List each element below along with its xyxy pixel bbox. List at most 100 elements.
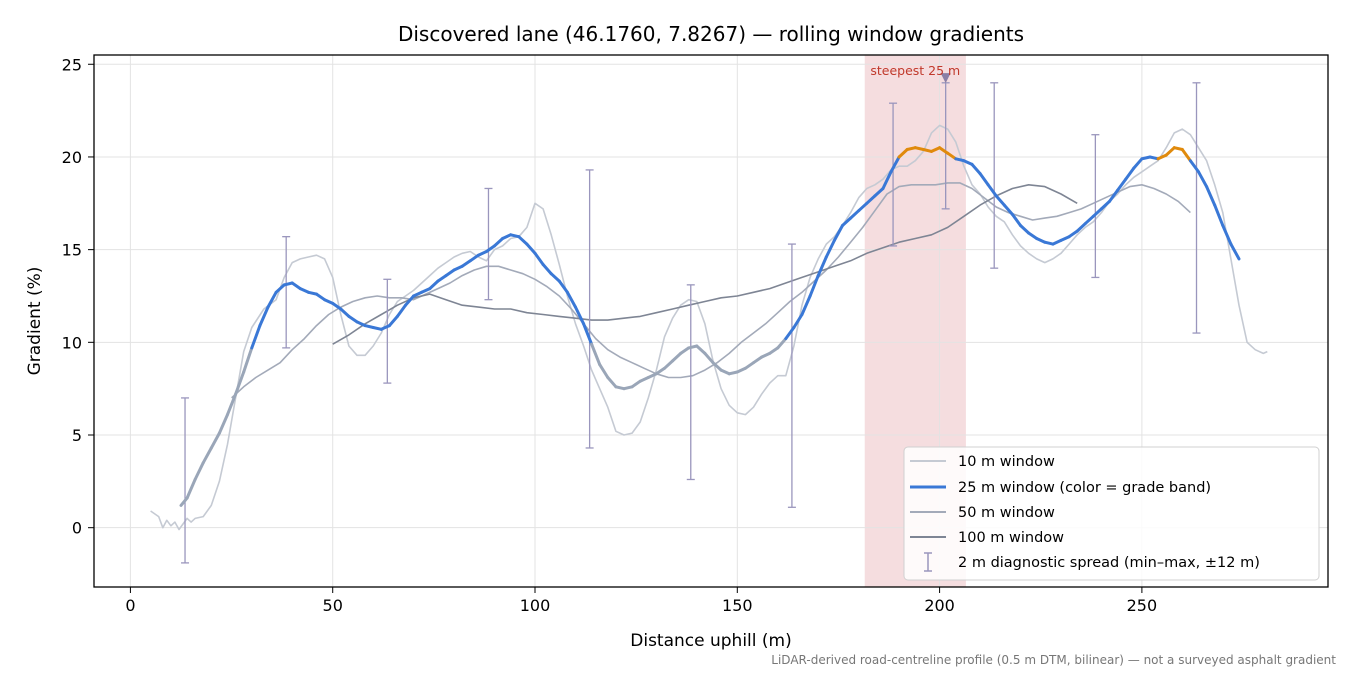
x-tick-label: 250 [1127,596,1158,615]
series-25m-window-segment [485,244,496,253]
y-tick-label: 15 [62,241,82,260]
legend-box [903,446,1320,581]
series-25m-window-segment [1124,166,1136,181]
series-25m-window-segment [994,194,1006,207]
series-25m-window-segment [436,274,448,283]
series-25m-window-segment [582,322,594,346]
series-25m-window-segment [978,172,990,187]
series-25m-window-segment [768,346,780,355]
series-25m-window-segment [1221,224,1233,246]
series-25m-window-segment [201,446,213,465]
series-25m-window-segment [857,201,869,213]
x-tick-label: 0 [125,596,135,615]
errorbar [383,278,392,384]
series-10m-window [150,124,1268,531]
series-25m-window-segment [881,170,893,190]
legend-label-errorbar: 2 m diagnostic spread (min–max, ±12 m) [958,555,1260,571]
series-25m-window-segment [1188,159,1200,174]
series-25m-window-segment [679,346,691,355]
series-25m-window-segment [1083,214,1095,226]
series-25m-window-segment [541,263,553,276]
series-25m-window-segment [387,314,399,328]
legend-label-w100: 100 m window [958,530,1064,546]
series-25m-window-segment [832,224,844,242]
series-25m-window-segment [290,281,302,291]
series-25m-window-segment [1132,157,1144,170]
series-25m-window-segment [1205,185,1217,207]
y-axis: 0 5 10 15 20 25 [62,55,94,538]
series-25m-window-segment [1019,224,1031,235]
series-25m-window-segment [266,290,278,309]
y-tick-label: 0 [72,519,82,538]
legend-label-w25: 25 m window (color = grade band) [958,480,1211,496]
errorbar [686,284,695,481]
series-25m-window-segment [1091,207,1103,218]
series-25m-window-segment [986,183,998,198]
plot-area: steepest 25 m [94,55,1328,587]
y-tick-label: 25 [62,55,82,74]
series-25m-window-segment [565,290,577,309]
series-25m-window-segment [671,351,683,363]
series-25m-window-segment [234,370,246,396]
series-25m-window-segment [250,324,262,350]
series-25m-window-segment [557,279,569,294]
series-25m-window-segment [800,294,812,316]
series-25m-window-segment [816,255,828,278]
series-25m-window-segment [468,253,480,263]
series-25m-window-segment [938,146,950,155]
series-25m-window-segment [889,155,901,174]
plot-frame [93,54,1329,588]
series-25m-window-segment [395,303,407,318]
series-25m-window-segment [242,346,254,374]
series-25m-window-segment [1099,199,1111,211]
series-25m-window-segment [525,242,537,255]
y-tick-label: 10 [62,333,82,352]
series-25m-window-segment [784,326,796,341]
x-tick-label: 150 [722,596,753,615]
series-25m-window-segment [703,351,715,365]
legend: 10 m window 25 m window (color = grade b… [903,446,1320,581]
series-25m-window-segment [1164,146,1176,157]
series-25m-window-segment [663,359,675,370]
series-25m-window-segment [1229,242,1241,261]
errorbar [181,397,190,564]
series-25m-window-segment [630,379,642,389]
series-25m-window-segment [1116,177,1128,192]
series-25m-window-segment [1213,203,1225,227]
errorbar [787,243,796,508]
series-25m-window-segment [1075,222,1087,233]
series-25m-window-segment [1002,203,1014,216]
x-tick-label: 100 [520,596,551,615]
chart-title: Discovered lane (46.1760, 7.8267) — roll… [398,22,1024,46]
series-25m-window-segment [185,478,197,500]
series-25m-window-segment [711,361,723,372]
series-25m-window-segment [1197,170,1209,189]
series-25m-window-segment [339,307,351,318]
series-25m-window-segment [849,209,861,220]
series-25m-window-segment [331,301,343,311]
series-25m-window-segment [946,151,958,161]
series-25m-window-segment [1180,148,1192,163]
series-25m-window-segment [776,337,788,350]
series-25m-window-segment [970,162,982,176]
series-25m-window-segment [274,283,286,294]
y-tick-label: 5 [72,426,82,445]
series-25m-window-segment [217,413,229,435]
series-25m-window-segment [654,366,666,376]
series-25m-window-segment [590,342,602,367]
errorbar [585,169,594,449]
series-25m-window-segment [460,259,472,268]
series-25m-window-segment [179,496,189,507]
x-axis-label: Distance uphill (m) [630,631,791,651]
legend-label-w10: 10 m window [958,454,1055,470]
series-25m-window-segment [873,187,885,198]
series-25m-window-segment [695,344,707,355]
series-25m-window-segment [533,251,545,266]
errorbar [282,236,291,349]
series-25m-window-segment [347,314,359,324]
series-25m-window-segment [752,355,764,365]
steepest-marker [940,73,951,84]
x-axis: 0 50 100 150 200 250 [125,587,1157,615]
series-25m-window-segment [517,235,529,246]
